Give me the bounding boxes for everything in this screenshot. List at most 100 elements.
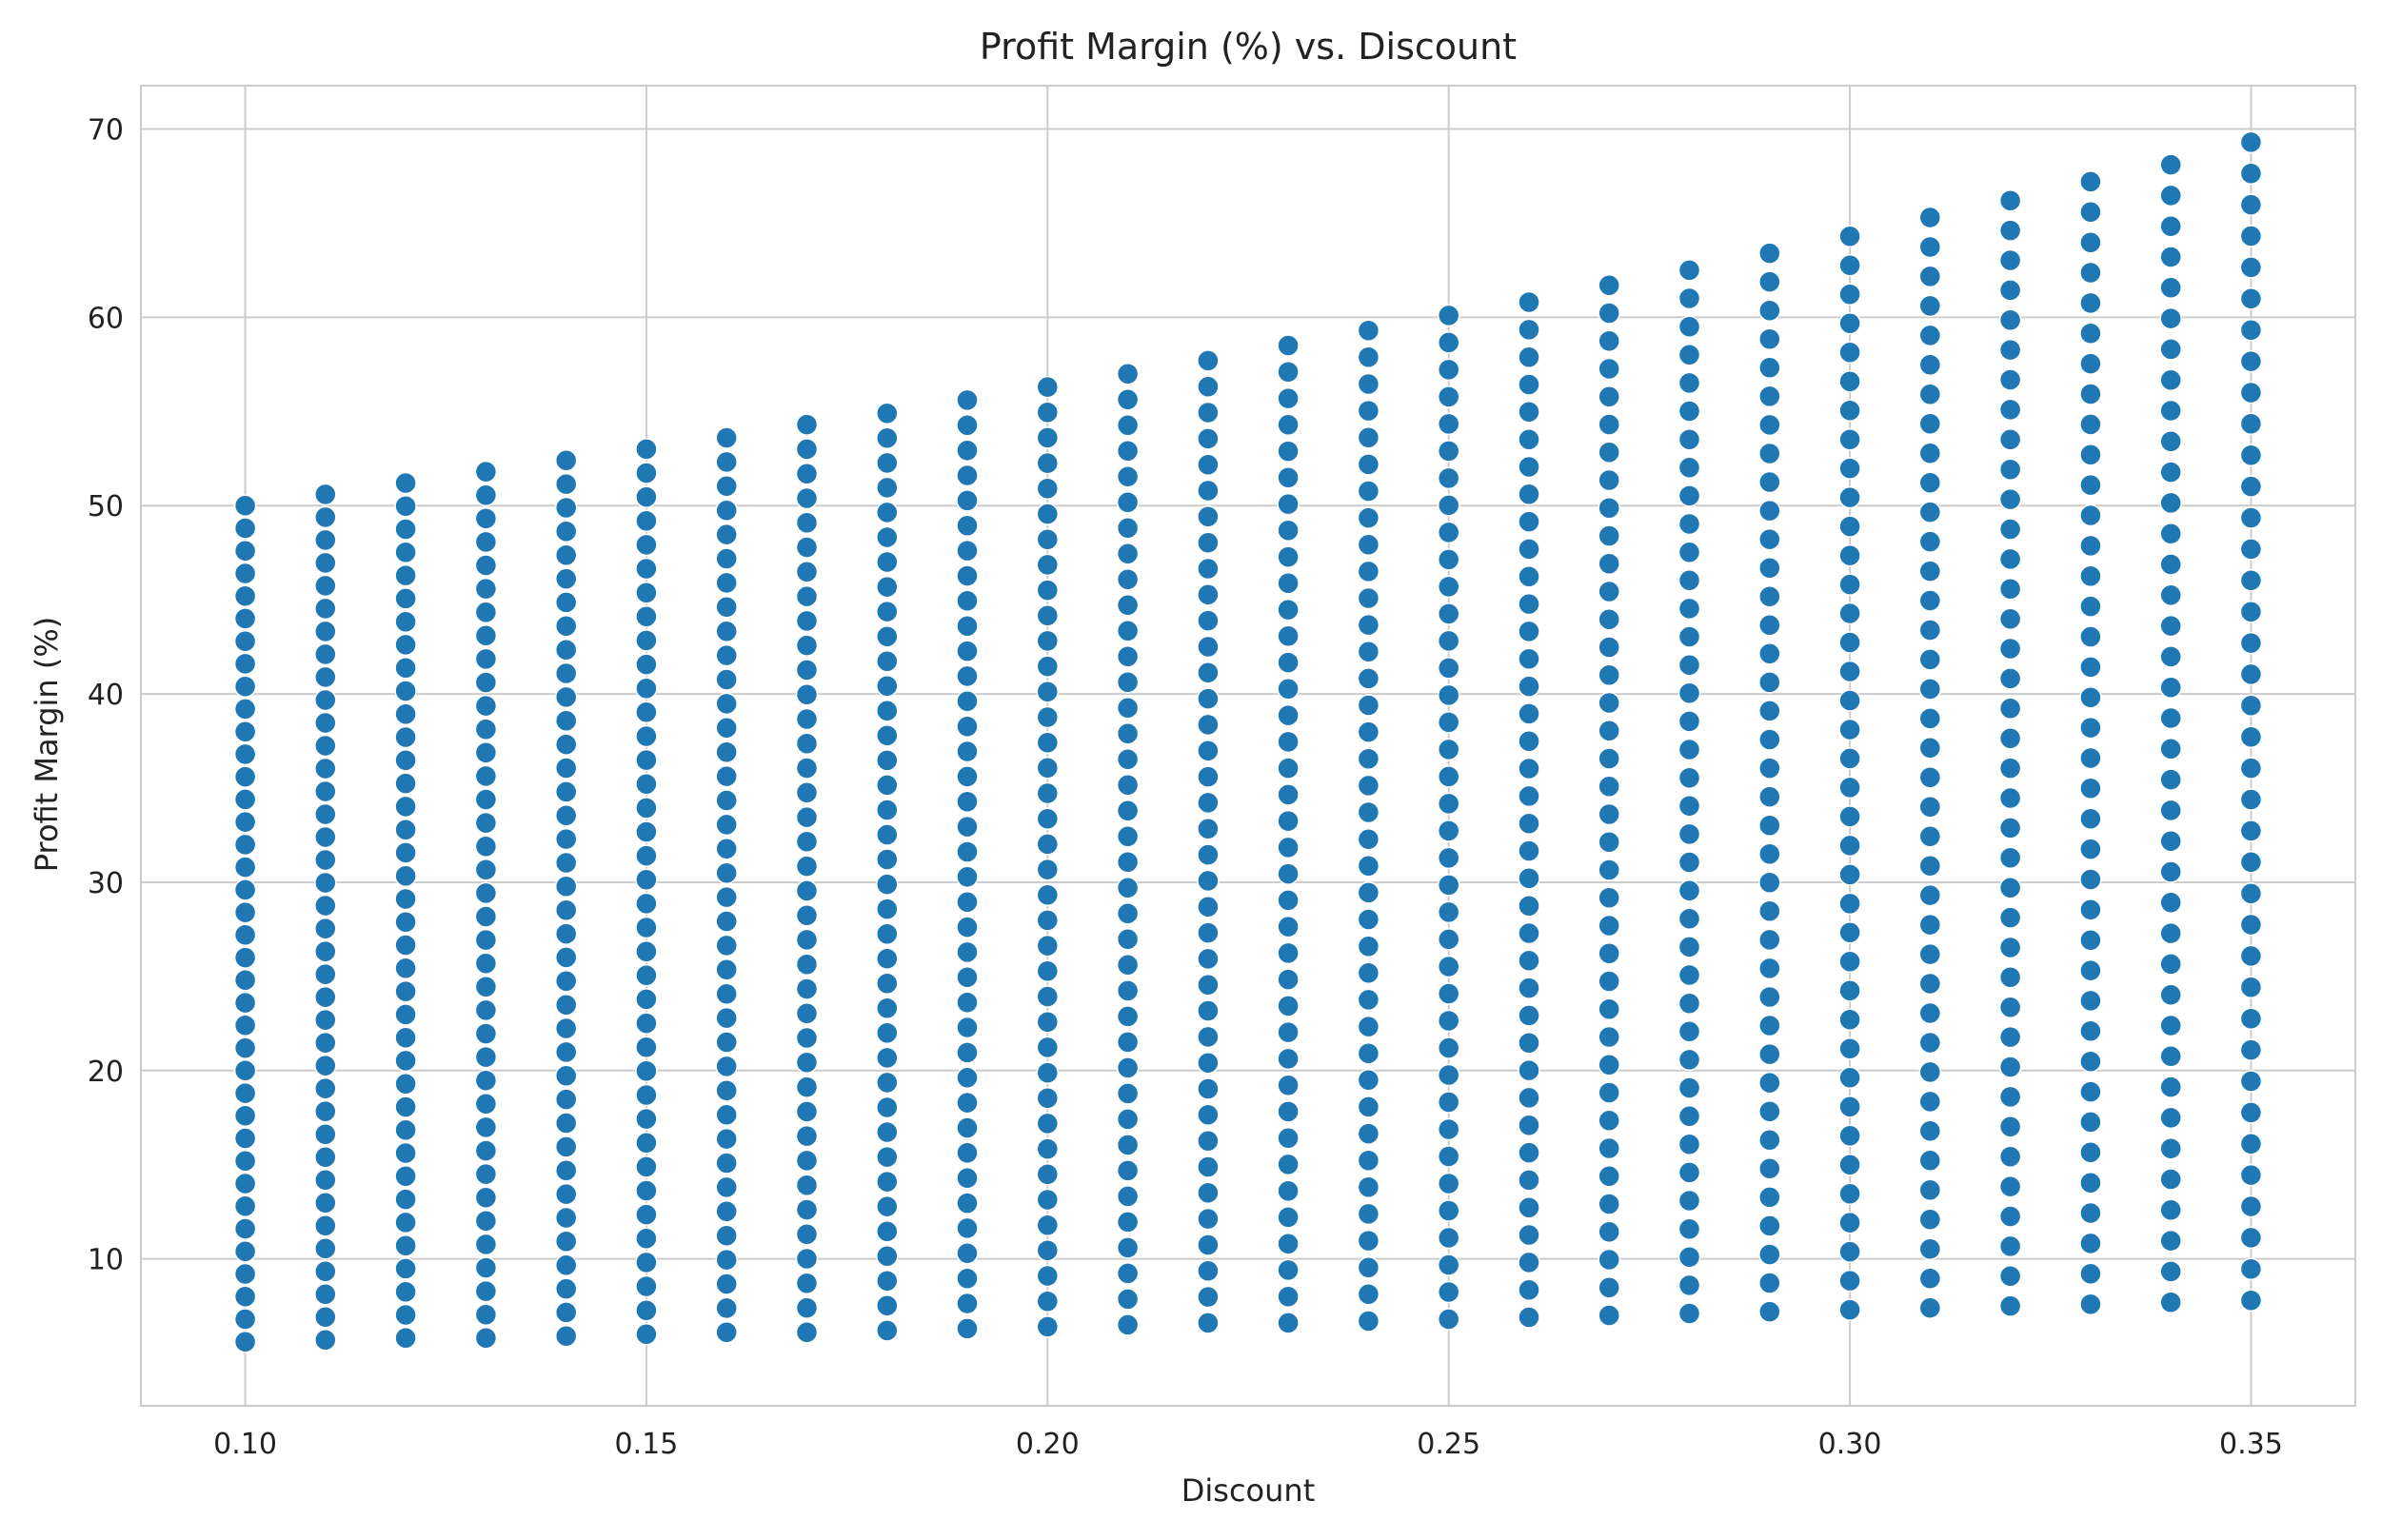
scatter-point bbox=[1758, 957, 1781, 980]
scatter-point bbox=[1277, 757, 1300, 780]
scatter-point bbox=[1918, 589, 1942, 612]
scatter-point bbox=[2159, 614, 2182, 638]
scatter-point bbox=[233, 788, 257, 811]
scatter-point bbox=[715, 1321, 738, 1344]
scatter-point bbox=[715, 475, 738, 498]
scatter-point bbox=[1838, 1153, 1861, 1176]
scatter-point bbox=[474, 554, 498, 577]
scatter-point bbox=[2159, 829, 2182, 853]
scatter-point bbox=[956, 564, 979, 587]
scatter-point bbox=[1598, 552, 1620, 575]
scatter-point bbox=[2159, 399, 2182, 423]
scatter-point bbox=[1838, 369, 1861, 393]
scatter-point bbox=[1918, 824, 1942, 848]
scatter-point bbox=[1116, 1159, 1140, 1182]
scatter-point bbox=[1758, 556, 1781, 580]
scatter-point bbox=[1677, 681, 1701, 705]
scatter-point bbox=[1758, 1300, 1781, 1323]
scatter-point bbox=[2079, 1080, 2102, 1103]
scatter-point bbox=[1357, 961, 1380, 985]
scatter-point bbox=[233, 494, 257, 517]
scatter-point bbox=[1518, 510, 1540, 533]
scatter-point bbox=[1598, 886, 1620, 910]
scatter-point bbox=[1758, 1014, 1781, 1037]
scatter-point bbox=[1116, 362, 1140, 385]
scatter-point bbox=[635, 557, 658, 581]
scatter-point bbox=[1998, 607, 2022, 630]
scatter-point bbox=[554, 520, 578, 543]
scatter-point bbox=[1758, 785, 1781, 808]
scatter-point bbox=[474, 859, 498, 881]
scatter-point bbox=[635, 1203, 658, 1226]
scatter-point bbox=[1357, 1175, 1380, 1199]
scatter-point bbox=[715, 861, 738, 884]
scatter-point bbox=[715, 1248, 738, 1272]
scatter-point bbox=[1437, 846, 1460, 870]
scatter-point bbox=[1677, 1189, 1701, 1213]
scatter-point bbox=[233, 742, 257, 766]
scatter-point bbox=[795, 1198, 819, 1221]
scatter-point bbox=[1437, 412, 1460, 436]
scatter-point bbox=[394, 725, 417, 749]
scatter-point bbox=[635, 653, 658, 676]
scatter-point bbox=[394, 1303, 417, 1327]
scatter-point bbox=[1036, 1188, 1060, 1212]
scatter-point bbox=[1518, 427, 1540, 451]
scatter-point bbox=[2239, 913, 2263, 937]
scatter-point bbox=[1758, 842, 1781, 865]
scatter-point bbox=[1518, 1278, 1540, 1301]
scatter-point bbox=[1116, 594, 1140, 617]
scatter-point bbox=[1518, 1306, 1540, 1329]
scatter-point bbox=[715, 1079, 738, 1102]
scatter-point bbox=[394, 1118, 417, 1142]
scatter-point bbox=[233, 946, 257, 969]
scatter-point bbox=[474, 1327, 498, 1350]
scatter-point bbox=[2159, 214, 2182, 238]
scatter-point bbox=[1677, 1302, 1701, 1325]
scatter-point bbox=[2239, 1194, 2263, 1218]
scatter-point bbox=[1758, 270, 1781, 293]
scatter-point bbox=[1277, 519, 1300, 543]
scatter-point bbox=[1998, 219, 2022, 242]
scatter-point bbox=[1357, 586, 1380, 610]
scatter-point bbox=[795, 1076, 819, 1098]
scatter-point bbox=[956, 815, 979, 839]
scatter-point bbox=[1758, 728, 1781, 751]
scatter-point bbox=[1838, 1240, 1861, 1263]
scatter-point bbox=[1197, 947, 1220, 971]
scatter-point bbox=[956, 664, 979, 688]
scatter-point bbox=[554, 1301, 578, 1324]
scatter-point bbox=[1437, 1280, 1460, 1304]
scatter-point bbox=[1277, 598, 1300, 622]
scatter-point bbox=[1197, 453, 1220, 476]
scatter-point bbox=[795, 1124, 819, 1148]
scatter-point bbox=[554, 803, 578, 827]
scatter-point bbox=[1758, 327, 1781, 351]
scatter-point bbox=[394, 957, 417, 980]
scatter-point bbox=[1036, 451, 1060, 475]
scatter-point bbox=[1036, 705, 1060, 729]
scatter-point bbox=[1036, 503, 1060, 525]
scatter-point bbox=[1036, 858, 1060, 881]
scatter-point bbox=[1116, 877, 1140, 899]
scatter-point bbox=[1277, 1126, 1300, 1150]
scatter-point bbox=[1998, 1145, 2022, 1168]
scatter-point bbox=[554, 1254, 578, 1276]
scatter-point bbox=[1598, 997, 1620, 1021]
scatter-point bbox=[394, 563, 417, 587]
scatter-point bbox=[2079, 716, 2102, 740]
x-tick-label: 0.20 bbox=[1016, 1428, 1080, 1461]
scatter-point bbox=[314, 962, 337, 986]
scatter-point bbox=[1277, 915, 1300, 938]
scatter-point bbox=[1116, 1108, 1140, 1131]
scatter-point bbox=[554, 780, 578, 803]
scatter-point bbox=[1437, 874, 1460, 897]
scatter-point bbox=[1357, 613, 1380, 637]
scatter-point bbox=[2159, 983, 2182, 1006]
scatter-point bbox=[314, 802, 337, 826]
scatter-point bbox=[394, 1049, 417, 1073]
scatter-point bbox=[1758, 413, 1781, 437]
scatter-point bbox=[1998, 637, 2022, 661]
scatter-point bbox=[1518, 1004, 1540, 1027]
scatter-point bbox=[394, 1003, 417, 1026]
